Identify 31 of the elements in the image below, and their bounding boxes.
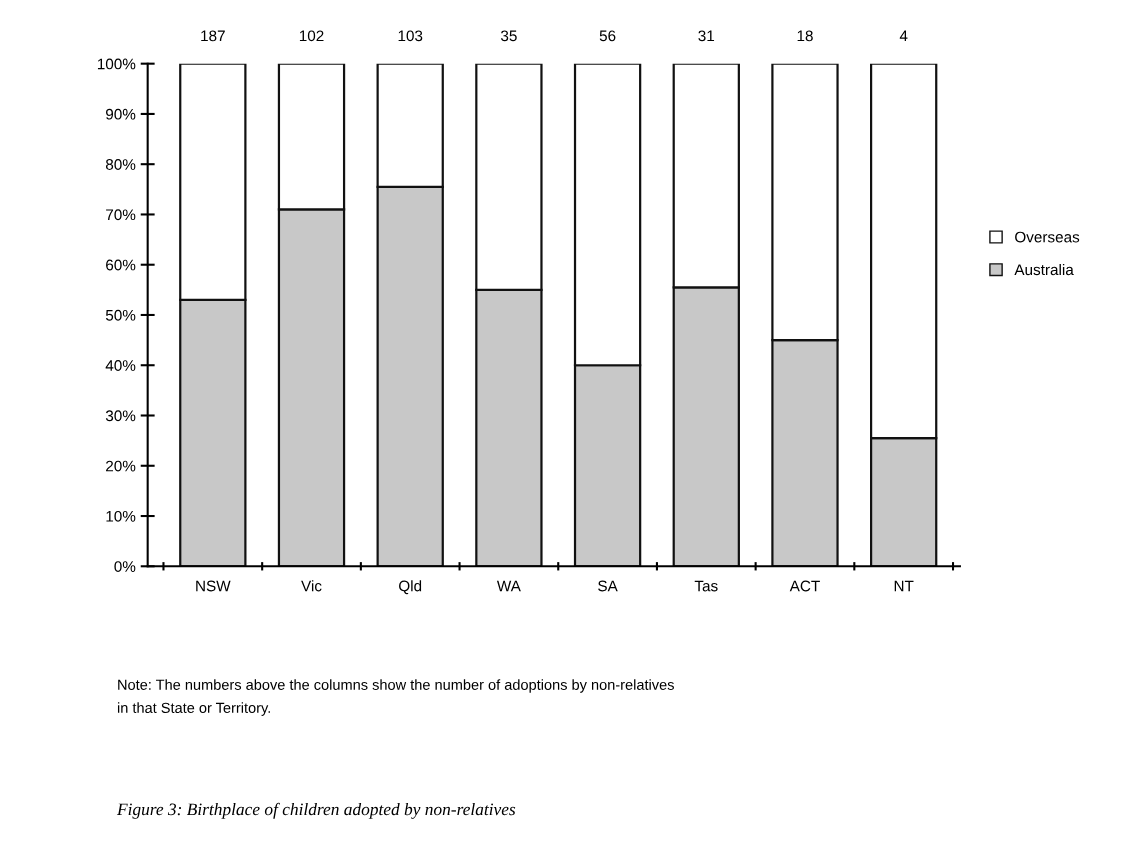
annotation: 35 [500, 30, 517, 42]
annotation: 56 [599, 30, 616, 42]
y-tick-label: 70% [106, 209, 136, 221]
legend-label: Australia [1014, 263, 1074, 276]
annotation: 103 [398, 30, 423, 42]
text: Note: The numbers above the columns show the number of adoptions by non-relatives in that State or Territory. [117, 679, 674, 716]
x-tick-label: SA [598, 580, 618, 592]
annotation: 4 [899, 30, 908, 42]
y-tick-label: 50% [105, 309, 136, 321]
x-tick-label: WA [496, 580, 521, 592]
y-tick-label: 20% [106, 460, 136, 472]
y-tick-label: 60% [106, 259, 136, 271]
x-tick-label: NSW [196, 580, 231, 592]
text: Figure 3: Birthplace of children adopted by non-relatives [116, 802, 516, 819]
x-tick-label: Tas [694, 580, 718, 592]
legend-label: Overseas [1015, 231, 1080, 243]
annotation: 31 [698, 30, 715, 42]
annotation: 18 [797, 30, 813, 42]
y-tick-label: 100% [97, 58, 136, 70]
y-tick-label: 10% [106, 510, 136, 522]
x-tick-label: ACT [789, 580, 820, 592]
x-tick-label: Qld [399, 580, 422, 595]
y-tick-label: 40% [105, 360, 136, 371]
y-tick-label: 90% [106, 108, 136, 120]
annotation: 187 [201, 30, 225, 42]
y-tick-label: 0% [114, 561, 136, 572]
x-tick-label: NT [894, 580, 914, 592]
y-tick-label: 80% [105, 159, 136, 170]
annotation: 102 [299, 30, 324, 42]
x-tick-label: Vic [301, 580, 322, 592]
y-tick-label: 30% [105, 410, 136, 422]
